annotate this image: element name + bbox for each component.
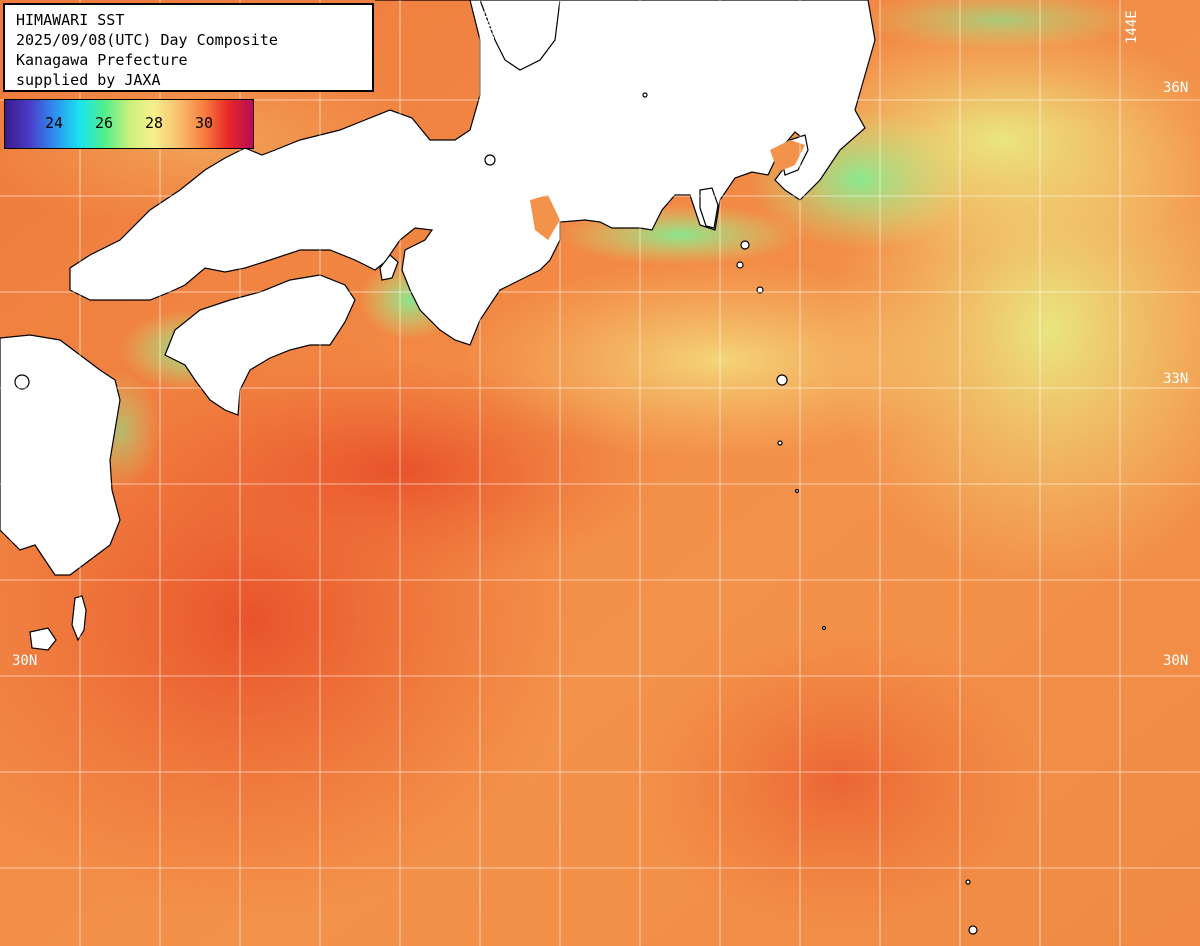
land <box>0 0 978 935</box>
land-islet-f <box>642 92 648 98</box>
lat-label-right-30n: 30N <box>1163 653 1189 669</box>
land-islet-d <box>968 925 978 935</box>
lat-label-right-33n: 33N <box>1163 371 1189 387</box>
land-kyushu <box>0 334 121 576</box>
warm-bay-ise <box>530 195 560 240</box>
land-izu <box>699 187 719 229</box>
land-tanegashima <box>71 595 87 642</box>
sst-colorbar: 24 26 28 30 <box>4 99 254 149</box>
land-peninsula-top <box>479 0 561 71</box>
land-hachijo <box>776 374 788 386</box>
warm-bay-sagami <box>770 140 805 172</box>
lat-label-left-30n: 30N <box>12 653 38 669</box>
title-line-2: 2025/09/08(UTC) Day Composite <box>16 31 278 49</box>
land-yakushima <box>29 627 57 651</box>
title-line-3: Kanagawa Prefecture <box>16 51 188 69</box>
lon-label-144e: 144E <box>1124 10 1140 44</box>
land-islet-g <box>484 154 496 166</box>
colorbar-tick-24: 24 <box>45 114 64 132</box>
warm-pool-south <box>640 630 1040 930</box>
lat-label-right-36n: 36N <box>1163 80 1189 96</box>
colorbar-tick-26: 26 <box>95 114 114 132</box>
title-line-4: supplied by JAXA <box>16 71 161 89</box>
land-miyake <box>756 286 764 294</box>
land-awaji <box>379 254 399 281</box>
land-islet-e <box>14 374 30 390</box>
land-aogashima <box>777 440 783 446</box>
land-islet-b <box>821 625 827 631</box>
land-niijima <box>736 261 744 269</box>
colorbar-tick-28: 28 <box>145 114 164 132</box>
land-shikoku <box>164 274 356 416</box>
land-oshima <box>740 240 750 250</box>
land-islet-c <box>965 879 971 885</box>
title-line-1: HIMAWARI SST <box>16 11 125 29</box>
cool-top-right <box>860 0 1140 50</box>
land-islet-a <box>794 488 800 494</box>
lon-label-136e: 136E <box>482 10 498 44</box>
colorbar-tick-30: 30 <box>195 114 214 132</box>
title-panel: HIMAWARI SST 2025/09/08(UTC) Day Composi… <box>3 3 374 92</box>
